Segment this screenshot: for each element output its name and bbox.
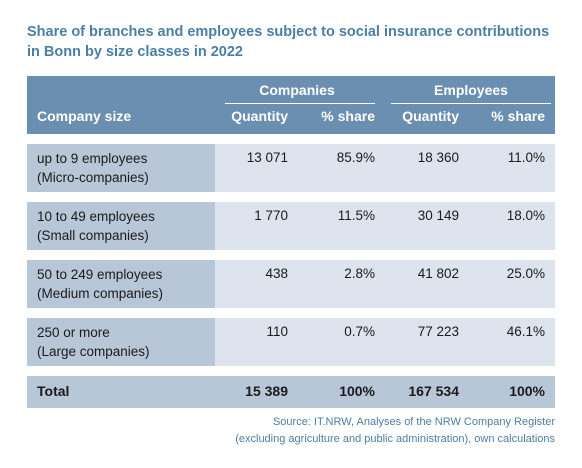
row-label: 250 or more (Large companies) [27, 318, 215, 366]
employees-quantity-cell: 41 802 [417, 266, 459, 281]
source-line-1: Source: IT.NRW, Analyses of the NRW Comp… [272, 416, 555, 428]
table-header: Companies Employees Company size Quantit… [27, 76, 555, 134]
table-title: Share of branches and employees subject … [27, 22, 567, 62]
companies-share-cell: 2.8% [344, 266, 375, 281]
row-label-line-1: 50 to 249 employees [37, 267, 163, 282]
header-rule-companies [225, 103, 375, 104]
employees-share-cell: 46.1% [506, 324, 545, 339]
header-group-companies: Companies [259, 82, 335, 98]
total-row: Total 15 389 100% 167 534 100% [27, 376, 555, 408]
header-col-employees-share: % share [491, 108, 545, 124]
row-label-line-2: (Large companies) [37, 344, 150, 359]
row-label-line-2: (Micro-companies) [37, 170, 149, 185]
row-label: up to 9 employees (Micro-companies) [27, 144, 215, 192]
total-companies-quantity: 15 389 [245, 383, 288, 399]
employees-share-cell: 25.0% [506, 266, 545, 281]
table-row: 10 to 49 employees (Small companies) 1 7… [27, 202, 555, 250]
row-label-line-2: (Medium companies) [37, 286, 164, 301]
title-line-1: Share of branches and employees subject … [27, 24, 550, 40]
employees-share-cell: 18.0% [506, 208, 545, 223]
companies-share-cell: 11.5% [337, 208, 375, 223]
header-col-companies-quantity: Quantity [231, 108, 288, 124]
employees-share-cell: 11.0% [507, 150, 545, 165]
row-label: 10 to 49 employees (Small companies) [27, 202, 215, 250]
employees-quantity-cell: 77 223 [417, 324, 459, 339]
row-label-line-2: (Small companies) [37, 228, 149, 243]
source-line-2: (excluding agriculture and public admini… [235, 433, 555, 445]
employees-quantity-cell: 30 149 [417, 208, 459, 223]
total-employees-share: 100% [509, 383, 545, 399]
table-row: 50 to 249 employees (Medium companies) 4… [27, 260, 555, 308]
row-label: 50 to 249 employees (Medium companies) [27, 260, 215, 308]
header-col-company-size: Company size [37, 108, 132, 124]
companies-share-cell: 0.7% [344, 324, 375, 339]
source-note: Source: IT.NRW, Analyses of the NRW Comp… [235, 414, 555, 448]
companies-share-cell: 85.9% [336, 150, 375, 165]
header-group-employees: Employees [434, 82, 508, 98]
header-rule-employees [391, 103, 551, 104]
companies-quantity-cell: 1 770 [254, 208, 288, 223]
table-row: up to 9 employees (Micro-companies) 13 0… [27, 144, 555, 192]
total-companies-share: 100% [339, 383, 375, 399]
row-label-line-1: 10 to 49 employees [37, 209, 155, 224]
companies-quantity-cell: 110 [266, 324, 288, 339]
row-label-line-1: 250 or more [37, 325, 110, 340]
employees-quantity-cell: 18 360 [417, 150, 459, 165]
row-label-line-1: up to 9 employees [37, 151, 148, 166]
total-label: Total [37, 383, 70, 399]
table-row: 250 or more (Large companies) 110 0.7% 7… [27, 318, 555, 366]
total-employees-quantity: 167 534 [408, 383, 459, 399]
size-classes-table: Companies Employees Company size Quantit… [27, 76, 555, 408]
header-col-employees-quantity: Quantity [402, 108, 459, 124]
companies-quantity-cell: 438 [265, 266, 288, 281]
companies-quantity-cell: 13 071 [246, 150, 288, 165]
title-line-2: in Bonn by size classes in 2022 [27, 44, 243, 60]
header-col-companies-share: % share [321, 108, 375, 124]
